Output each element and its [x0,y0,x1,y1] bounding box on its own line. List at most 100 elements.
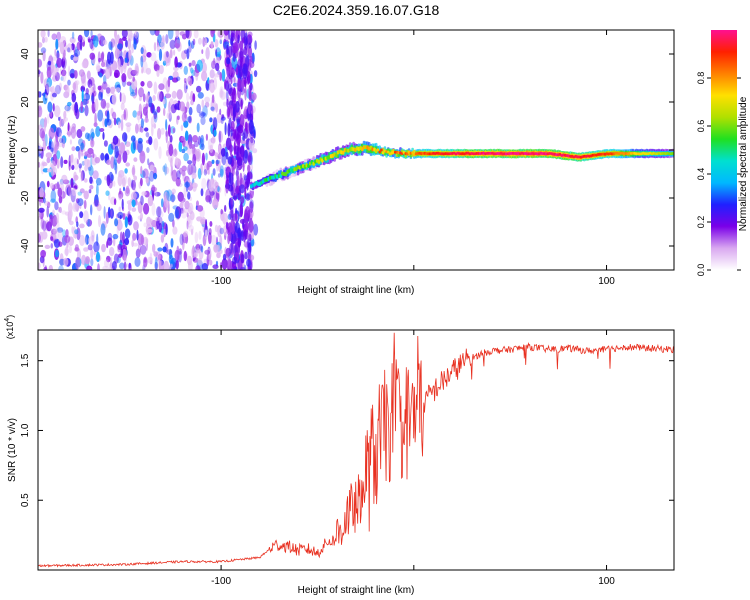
heatmap-noise-blob [209,144,214,154]
heatmap-noise-blob [242,230,246,243]
heatmap-noise-blob [86,219,93,227]
heatmap-noise-blob [151,124,154,137]
heatmap-noise-blob [143,222,147,228]
heatmap-noise-blob [108,143,114,155]
heatmap-noise-blob [226,98,229,108]
heatmap-noise-blob [190,163,197,176]
heatmap-noise-blob [124,228,131,239]
heatmap-noise-blob [168,212,175,222]
heatmap-noise-blob [219,108,222,116]
heatmap-noise-blob [125,122,132,127]
heatmap-noise-blob [46,157,51,164]
heatmap-noise-blob [230,240,233,254]
heatmap-noise-blob [219,227,224,235]
heatmap-noise-blob [94,98,99,112]
heatmap-noise-blob [252,148,258,154]
heatmap-noise-blob [205,47,210,60]
heatmap-noise-blob [218,130,223,143]
heatmap-noise-blob [54,84,61,95]
heatmap-noise-blob [165,130,168,144]
heatmap-noise-blob [151,104,155,114]
heatmap-noise-blob [93,199,100,208]
heatmap-noise-blob [84,30,90,38]
heatmap-noise-blob [46,168,52,173]
heatmap-noise-blob [217,225,222,238]
heatmap-noise-blob [123,94,127,104]
heatmap-noise-blob [240,57,244,68]
heatmap-noise-blob [192,93,196,103]
heatmap-noise-blob [61,68,67,82]
heatmap-noise-blob [238,227,242,240]
heatmap-noise-blob [222,212,228,225]
colorbar-tick-label: 0.0 [696,264,706,277]
heatmap-noise-blob [78,163,83,169]
heatmap-noise-blob [214,152,219,157]
heatmap-noise-blob [134,257,141,267]
heatmap-noise-blob [88,236,95,246]
heatmap-noise-blob [148,136,153,146]
heatmap-noise-blob [186,77,191,82]
heatmap-noise-blob [246,258,251,267]
heatmap-noise-blob [145,177,149,184]
heatmap-noise-blob [50,236,54,241]
heatmap-noise-blob [253,70,258,78]
heatmap-noise-blob [220,208,223,215]
heatmap-noise-blob [229,61,232,76]
heatmap-noise-blob [146,52,152,58]
heatmap-noise-blob [172,128,176,133]
heatmap-noise-blob [227,184,234,192]
heatmap-noise-blob [168,112,172,122]
heatmap-noise-blob [53,238,61,248]
heatmap-noise-blob [135,140,139,151]
heatmap-noise-blob [123,254,127,264]
heatmap-noise-blob [112,233,119,240]
heatmap-noise-blob [186,92,190,102]
heatmap-noise-blob [75,256,80,270]
heatmap-noise-blob [126,125,131,133]
heatmap-y-tick-label: 40 [20,48,31,60]
heatmap-noise-blob [212,117,218,131]
heatmap-noise-blob [170,171,173,177]
heatmap-noise-blob [131,69,138,75]
heatmap-noise-blob [137,140,143,154]
heatmap-noise-blob [158,146,162,160]
heatmap-noise-blob [71,146,76,152]
heatmap-noise-blob [178,141,183,153]
heatmap-noise-blob [189,211,195,221]
heatmap-noise-blob [40,218,45,230]
heatmap-noise-blob [91,92,95,105]
heatmap-noise-blob [153,138,159,151]
heatmap-noise-blob [112,135,119,145]
heatmap-noise-blob [204,249,211,255]
heatmap-noise-blob [38,42,43,48]
heatmap-noise-blob [154,30,160,36]
heatmap-signal-cell [380,148,383,152]
heatmap-noise-blob [137,123,142,133]
heatmap-noise-blob [156,106,161,113]
heatmap-noise-blob [171,169,178,182]
heatmap-noise-blob [226,175,230,182]
heatmap-noise-blob [188,106,193,116]
heatmap-noise-blob [188,206,192,214]
heatmap-noise-blob [230,218,236,235]
heatmap-signal-cell [378,150,381,154]
heatmap-noise-blob [221,114,225,119]
heatmap-noise-blob [230,77,233,85]
heatmap-noise-blob [146,80,153,89]
heatmap-noise-blob [242,161,245,172]
heatmap-noise-blob [175,30,180,39]
heatmap-noise-blob [43,197,46,204]
heatmap-noise-blob [40,71,44,84]
heatmap-noise-region [38,30,259,270]
heatmap-noise-blob [84,178,88,183]
heatmap-noise-blob [215,103,219,113]
heatmap-noise-blob [59,82,62,92]
heatmap-noise-blob [64,105,71,113]
heatmap-noise-blob [235,185,240,194]
heatmap-noise-blob [76,221,79,228]
heatmap-noise-blob [149,164,155,173]
heatmap-noise-blob [209,221,213,227]
snr-y-tick-label: 1.0 [20,423,31,437]
heatmap-noise-blob [196,85,202,93]
